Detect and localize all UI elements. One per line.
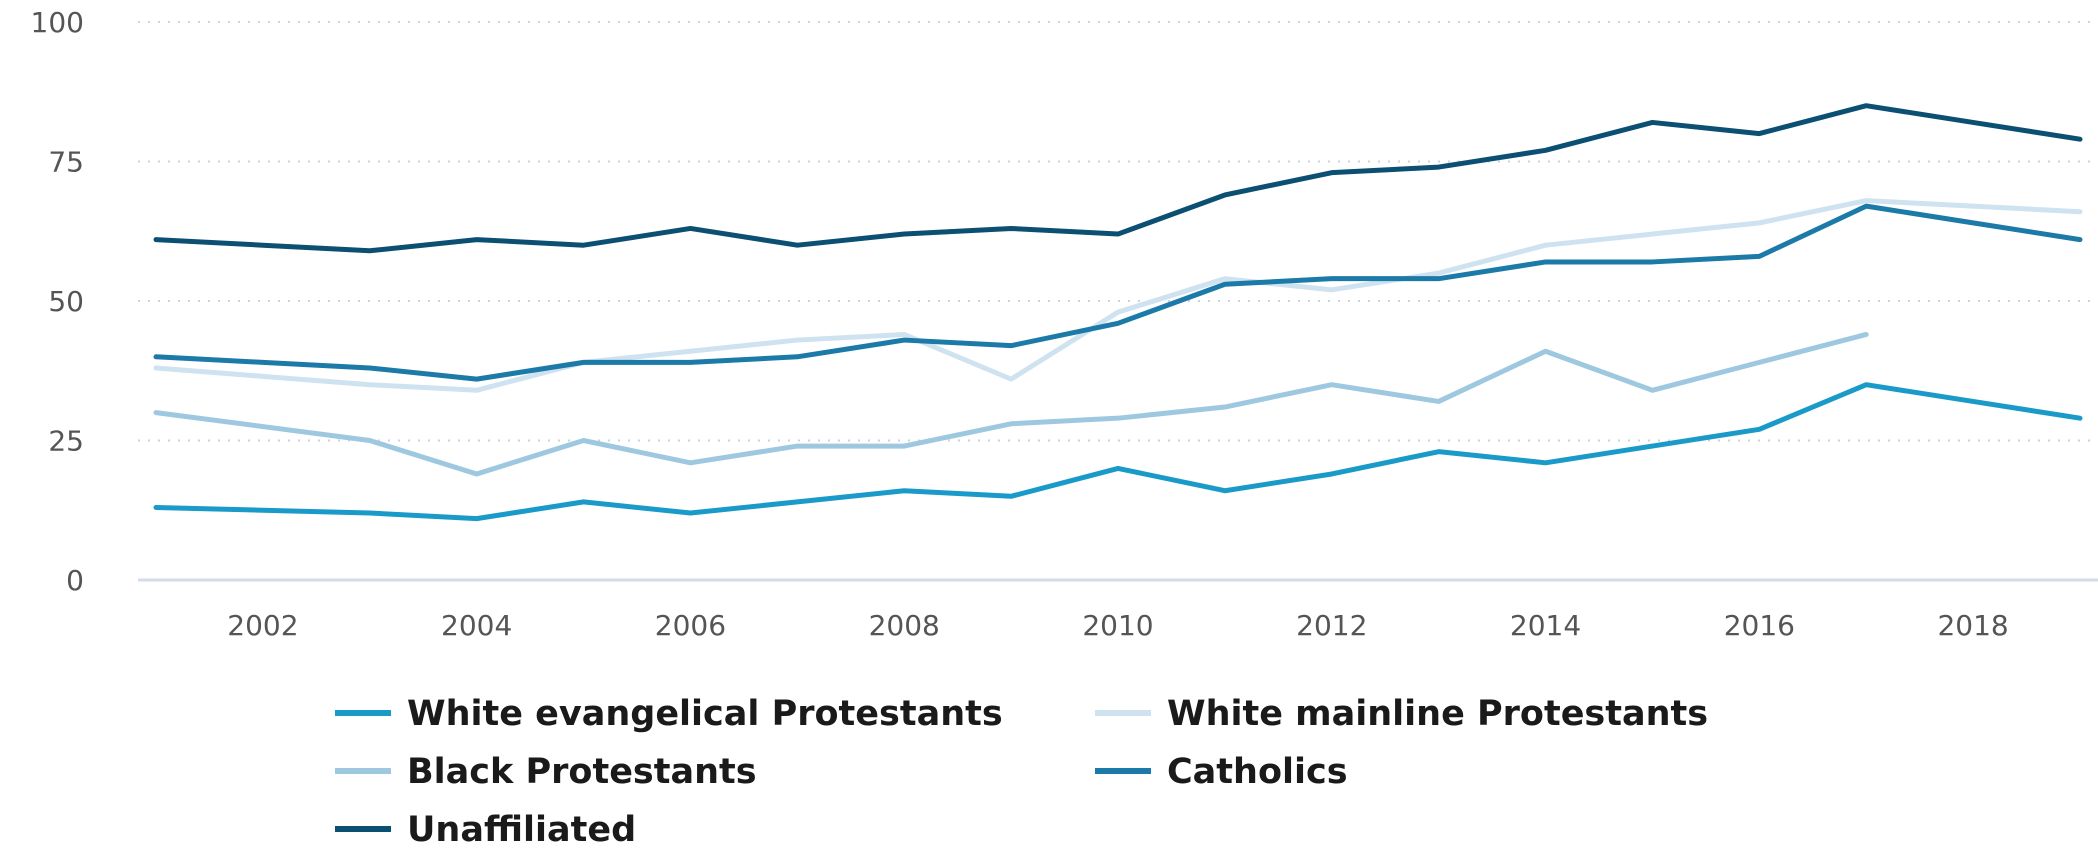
axes: 0 25 50 75 100 2002 2004 2006 2008 2010 2012 2014 20… [31, 6, 2009, 642]
legend: White evangelical Protestants White mainl… [335, 694, 1708, 850]
series-line-catholics [153, 203, 2083, 382]
series-line-white-evangelical-protestants [153, 382, 2083, 522]
legend-item-white-mainline-protestants: White mainline Protestants [1095, 694, 1708, 734]
x-tick-label: 2002 [227, 609, 298, 642]
x-tick-label: 2014 [1510, 609, 1581, 642]
legend-label: Unaffiliated [407, 810, 636, 850]
x-tick-label: 2006 [655, 609, 726, 642]
x-tick-label: 2018 [1937, 609, 2008, 642]
x-tick-label: 2008 [869, 609, 940, 642]
series-line-unaffiliated [153, 103, 2083, 254]
legend-label: Catholics [1167, 752, 1348, 792]
x-tick-label: 2004 [441, 609, 512, 642]
legend-item-black-protestants: Black Protestants [335, 752, 757, 792]
y-tick-label: 100 [31, 6, 84, 39]
legend-item-white-evangelical-protestants: White evangelical Protestants [335, 694, 1003, 734]
legend-label: White mainline Protestants [1167, 694, 1708, 734]
gridlines [138, 21, 2098, 582]
legend-item-unaffiliated: Unaffiliated [335, 810, 636, 850]
legend-item-catholics: Catholics [1095, 752, 1348, 792]
legend-label: White evangelical Protestants [407, 694, 1003, 734]
y-tick-label: 75 [48, 146, 84, 179]
y-tick-label: 50 [48, 285, 84, 318]
x-tick-label: 2012 [1296, 609, 1367, 642]
y-tick-label: 0 [66, 564, 84, 597]
x-tick-label: 2016 [1724, 609, 1795, 642]
series-line-black-protestants [153, 331, 1869, 477]
series-lines [153, 103, 2083, 522]
series-line-white-mainline-protestants [153, 198, 2083, 393]
legend-label: Black Protestants [407, 752, 757, 792]
y-tick-label: 25 [48, 425, 84, 458]
x-tick-label: 2010 [1082, 609, 1153, 642]
